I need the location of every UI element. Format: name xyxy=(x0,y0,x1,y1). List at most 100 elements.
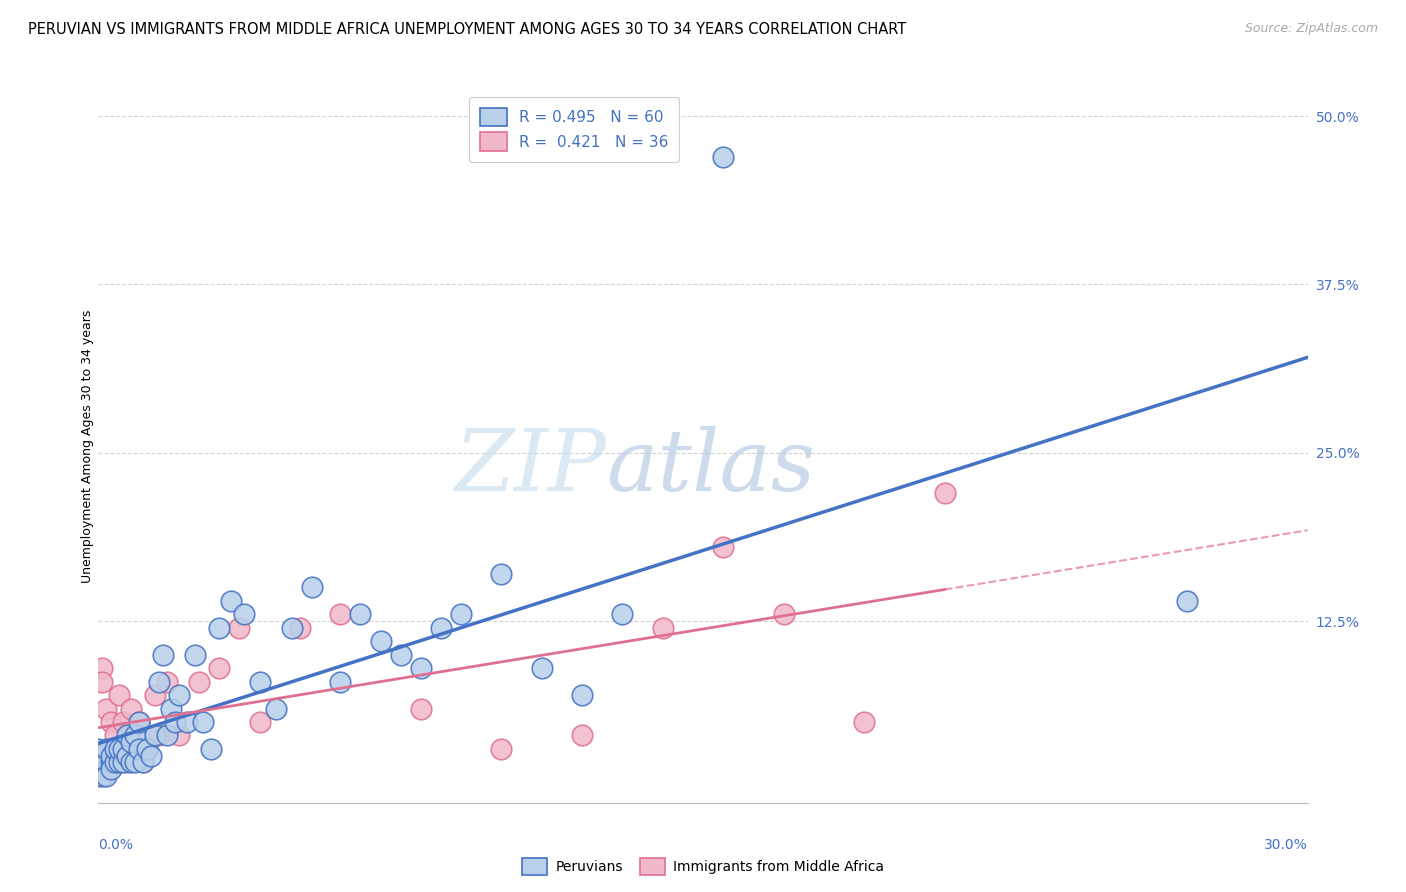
Point xyxy=(193,714,215,729)
Point xyxy=(450,607,472,622)
Point xyxy=(281,621,304,635)
Point xyxy=(120,701,142,715)
Point xyxy=(91,756,114,770)
Point xyxy=(96,701,118,715)
Point xyxy=(208,661,231,675)
Point xyxy=(711,149,734,163)
Text: Source: ZipAtlas.com: Source: ZipAtlas.com xyxy=(1244,22,1378,36)
Point xyxy=(100,742,122,756)
Point xyxy=(612,607,634,622)
Point xyxy=(288,621,311,635)
Point xyxy=(96,769,118,783)
Point xyxy=(111,714,134,729)
Point xyxy=(143,729,166,743)
Text: PERUVIAN VS IMMIGRANTS FROM MIDDLE AFRICA UNEMPLOYMENT AMONG AGES 30 TO 34 YEARS: PERUVIAN VS IMMIGRANTS FROM MIDDLE AFRIC… xyxy=(28,22,907,37)
Point xyxy=(156,674,179,689)
Point xyxy=(139,748,162,763)
Point xyxy=(167,729,190,743)
Legend: Peruvians, Immigrants from Middle Africa: Peruvians, Immigrants from Middle Africa xyxy=(516,853,890,880)
Point xyxy=(571,729,593,743)
Point xyxy=(87,742,110,756)
Point xyxy=(107,756,129,770)
Point xyxy=(249,714,271,729)
Point xyxy=(160,701,183,715)
Point xyxy=(111,742,134,756)
Point xyxy=(184,648,207,662)
Point xyxy=(221,594,243,608)
Point xyxy=(124,729,146,743)
Point xyxy=(651,621,673,635)
Point xyxy=(409,701,432,715)
Point xyxy=(91,661,114,675)
Point xyxy=(135,742,157,756)
Point xyxy=(152,648,174,662)
Text: ZIP: ZIP xyxy=(454,426,606,508)
Point xyxy=(100,762,122,776)
Point xyxy=(176,714,198,729)
Point xyxy=(163,714,186,729)
Point xyxy=(329,674,352,689)
Point xyxy=(1175,594,1198,608)
Point xyxy=(491,566,513,581)
Point xyxy=(115,756,138,770)
Point xyxy=(329,607,352,622)
Point xyxy=(148,729,170,743)
Point xyxy=(103,756,125,770)
Point xyxy=(100,748,122,763)
Point xyxy=(132,756,155,770)
Point xyxy=(349,607,371,622)
Point xyxy=(87,762,110,776)
Point xyxy=(96,756,118,770)
Point xyxy=(200,742,222,756)
Point xyxy=(711,540,734,554)
Point xyxy=(249,674,271,689)
Point xyxy=(370,634,392,648)
Point xyxy=(124,729,146,743)
Point xyxy=(87,756,110,770)
Text: atlas: atlas xyxy=(606,426,815,508)
Point xyxy=(853,714,876,729)
Point xyxy=(96,756,118,770)
Point xyxy=(409,661,432,675)
Point xyxy=(115,748,138,763)
Point xyxy=(91,769,114,783)
Point xyxy=(91,674,114,689)
Point xyxy=(530,661,553,675)
Point xyxy=(87,769,110,783)
Point xyxy=(128,714,150,729)
Point xyxy=(135,742,157,756)
Point xyxy=(115,729,138,743)
Point xyxy=(100,714,122,729)
Point xyxy=(103,729,125,743)
Point xyxy=(87,756,110,770)
Point xyxy=(772,607,794,622)
Point xyxy=(91,748,114,763)
Point xyxy=(491,742,513,756)
Point xyxy=(301,580,323,594)
Point xyxy=(107,688,129,702)
Point xyxy=(934,486,956,500)
Point xyxy=(188,674,211,689)
Point xyxy=(143,688,166,702)
Point xyxy=(228,621,250,635)
Point xyxy=(389,648,412,662)
Point xyxy=(232,607,254,622)
Point xyxy=(120,756,142,770)
Point xyxy=(100,756,122,770)
Text: 30.0%: 30.0% xyxy=(1264,838,1308,853)
Point xyxy=(120,735,142,749)
Point xyxy=(571,688,593,702)
Point xyxy=(128,742,150,756)
Point xyxy=(167,688,190,702)
Legend: R = 0.495   N = 60, R =  0.421   N = 36: R = 0.495 N = 60, R = 0.421 N = 36 xyxy=(468,97,679,161)
Point xyxy=(107,742,129,756)
Point xyxy=(103,756,125,770)
Point xyxy=(264,701,287,715)
Point xyxy=(148,674,170,689)
Point xyxy=(128,714,150,729)
Text: 0.0%: 0.0% xyxy=(98,838,134,853)
Point xyxy=(111,756,134,770)
Point xyxy=(430,621,453,635)
Y-axis label: Unemployment Among Ages 30 to 34 years: Unemployment Among Ages 30 to 34 years xyxy=(80,310,94,582)
Point xyxy=(156,729,179,743)
